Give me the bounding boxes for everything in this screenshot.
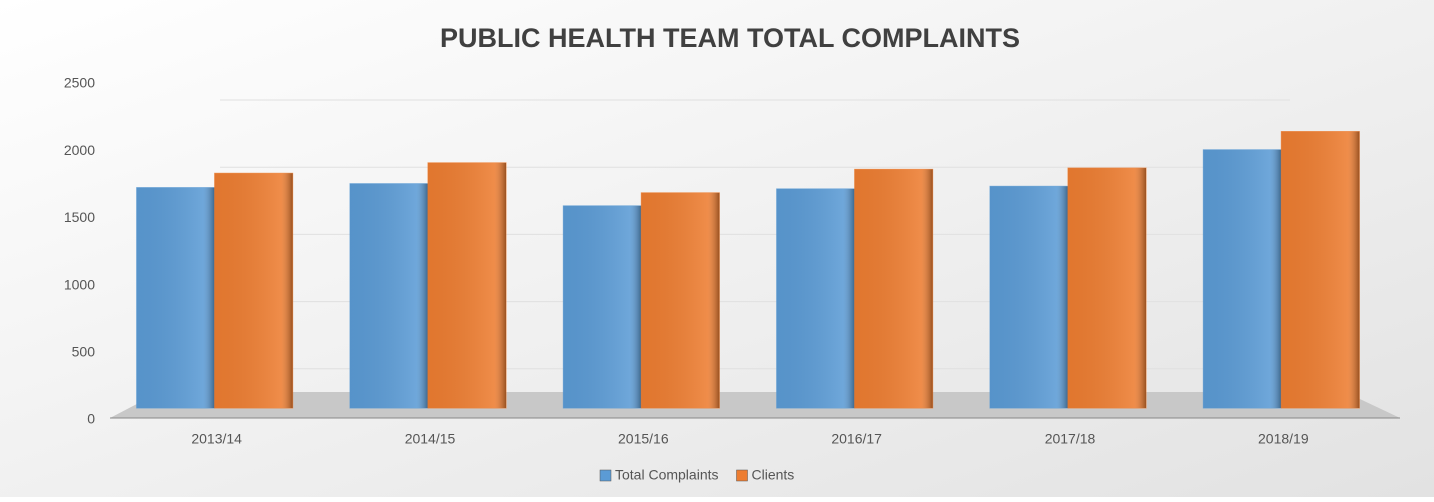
bar-shade (1281, 131, 1360, 408)
bar-shade (990, 186, 1068, 408)
legend-label: Total Complaints (615, 467, 719, 483)
x-tick-label: 2013/14 (191, 431, 242, 447)
y-tick-label: 2000 (64, 142, 95, 158)
legend-label: Clients (752, 467, 795, 483)
bar-shade (776, 188, 855, 408)
chart-title: PUBLIC HEALTH TEAM TOTAL COMPLAINTS (440, 23, 1020, 53)
bar-shade (563, 205, 642, 408)
bar-shade (350, 183, 428, 408)
x-tick-label: 2015/16 (618, 431, 669, 447)
legend-swatch (599, 469, 612, 482)
x-tick-label: 2016/17 (831, 431, 882, 447)
x-tick-label: 2017/18 (1045, 431, 1096, 447)
x-tick-label: 2014/15 (405, 431, 456, 447)
bar-shade (641, 192, 720, 408)
bar-shade (136, 187, 215, 408)
bar-shade (1068, 168, 1146, 408)
x-tick-label: 2018/19 (1258, 431, 1309, 447)
y-tick-label: 1000 (64, 276, 95, 292)
bar-shade (1203, 149, 1282, 409)
legend-swatch (736, 469, 748, 482)
y-tick-label: 500 (72, 344, 96, 360)
bar-shade (428, 162, 506, 408)
y-tick-label: 1500 (64, 209, 95, 225)
bar-shade (214, 173, 293, 408)
y-tick-label: 2500 (64, 75, 95, 91)
y-tick-label: 0 (87, 411, 95, 427)
bar-shade (854, 169, 933, 408)
